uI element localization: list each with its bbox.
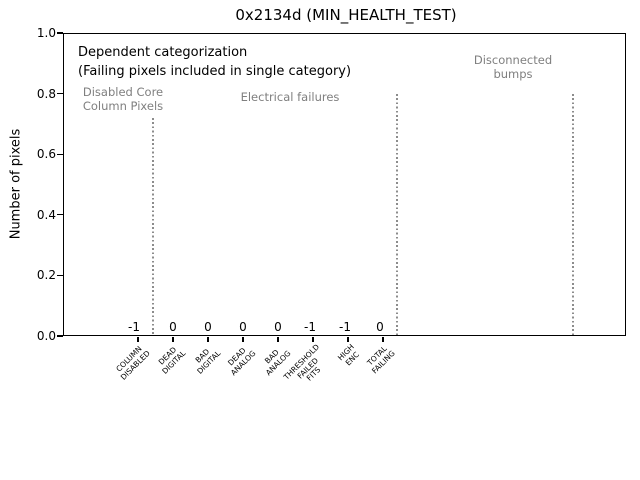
x-tick-label-column-disabled: COLUMN DISABLED — [114, 344, 152, 382]
y-axis-label: Number of pixels — [8, 128, 24, 240]
y-tick-mark — [57, 92, 63, 95]
value-label: 0 — [376, 320, 384, 334]
value-label: 0 — [274, 320, 282, 334]
value-label: -1 — [128, 320, 140, 334]
value-label: 0 — [239, 320, 247, 334]
y-tick-mark — [57, 214, 63, 216]
y-tick-label: 0.8 — [36, 87, 56, 101]
region-divider-line — [396, 94, 398, 336]
y-tick-label: 1.0 — [36, 26, 56, 40]
x-tick-label-dead-digital: DEAD DIGITAL — [156, 345, 187, 376]
value-label: 0 — [204, 320, 212, 334]
x-tick-mark — [207, 337, 209, 342]
y-tick-label: 0.0 — [36, 329, 56, 343]
x-tick-mark — [277, 337, 279, 342]
x-tick-mark — [137, 337, 139, 342]
x-tick-label-high-enc: HIGH ENC — [335, 342, 361, 368]
region-label-disconnected-bumps: Disconnected bumps — [473, 53, 553, 81]
x-tick-mark — [242, 337, 244, 342]
y-tick-label: 0.4 — [36, 208, 56, 222]
plot-area — [63, 33, 626, 336]
x-tick-label-total-failing: TOTAL FAILING — [365, 344, 397, 376]
value-label: 0 — [169, 320, 177, 334]
chart-title: 0x2134d (MIN_HEALTH_TEST) — [235, 6, 457, 24]
x-tick-label-dead-analog: DEAD ANALOG — [225, 345, 257, 377]
value-label: -1 — [304, 320, 316, 334]
x-tick-mark — [347, 337, 349, 342]
annotation-dependent-categorization: Dependent categorization — [78, 45, 248, 60]
region-divider-line — [152, 118, 154, 336]
y-tick-label: 0.6 — [36, 147, 56, 161]
region-label-disabled-core-column-pixels: Disabled Core Column Pixels — [82, 85, 164, 113]
annotation-failing-note: (Failing pixels included in single categ… — [78, 64, 352, 79]
value-label: -1 — [339, 320, 351, 334]
y-tick-mark — [57, 32, 63, 34]
region-divider-line — [572, 94, 574, 336]
y-tick-mark — [57, 274, 63, 277]
region-label-electrical-failures: Electrical failures — [240, 90, 340, 104]
x-tick-mark — [172, 337, 174, 342]
x-tick-label-bad-digital: BAD DIGITAL — [193, 346, 222, 376]
x-tick-mark — [382, 337, 384, 342]
y-tick-label: 0.2 — [36, 268, 56, 282]
y-tick-mark — [57, 335, 63, 337]
y-tick-mark — [57, 153, 63, 155]
x-tick-mark — [312, 337, 314, 342]
